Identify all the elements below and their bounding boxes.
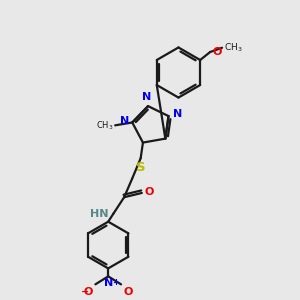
Text: N: N <box>104 278 114 288</box>
Text: O: O <box>145 188 154 197</box>
Text: S: S <box>136 161 146 174</box>
Text: O: O <box>212 47 222 57</box>
Text: N: N <box>120 116 129 126</box>
Text: N: N <box>142 92 151 102</box>
Text: CH$_3$: CH$_3$ <box>96 119 113 132</box>
Text: +: + <box>112 278 119 287</box>
Text: N: N <box>173 109 182 119</box>
Text: HN: HN <box>90 209 109 219</box>
Text: O: O <box>84 286 93 297</box>
Text: O: O <box>123 286 133 297</box>
Text: −: − <box>81 287 89 297</box>
Text: CH$_3$: CH$_3$ <box>224 41 243 54</box>
